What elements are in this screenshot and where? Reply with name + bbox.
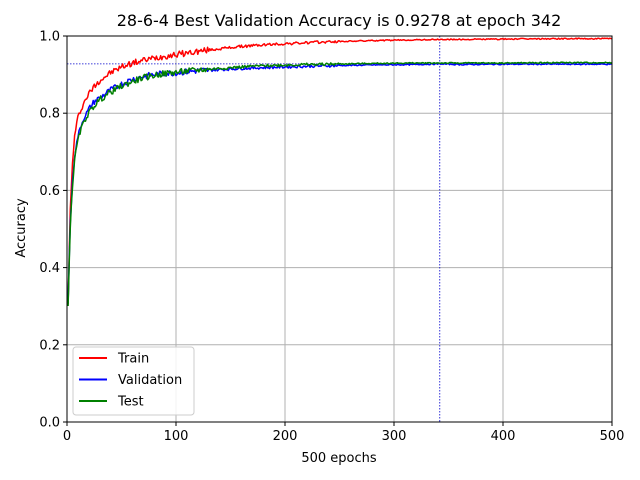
- y-tick-label: 0.8: [39, 107, 60, 122]
- series-lines: [67, 37, 613, 307]
- x-tick-label: 0: [63, 429, 71, 444]
- y-tick-label: 0.0: [39, 416, 60, 431]
- x-tick-label: 500: [600, 429, 625, 444]
- y-tick-label: 0.4: [39, 261, 60, 276]
- axis-ticks: 0 100 200 300 400 500 0.0 0.2 0.4 0.6 0.8 1.0: [39, 30, 624, 445]
- y-tick-label: 1.0: [39, 30, 60, 45]
- legend-label: Validation: [118, 373, 182, 388]
- legend-box: [72, 346, 195, 416]
- grid-lines: [67, 36, 612, 422]
- legend: Train Validation Test: [72, 346, 195, 416]
- y-tick-label: 0.2: [39, 338, 60, 353]
- y-axis-title: Accuracy: [14, 198, 29, 258]
- chart-title: 28-6-4 Best Validation Accuracy is 0.927…: [117, 11, 562, 30]
- plot-area-frame: [66, 35, 613, 423]
- series-line-test: [67, 61, 613, 307]
- legend-label: Test: [117, 395, 144, 410]
- x-tick-label: 300: [382, 429, 407, 444]
- x-tick-label: 400: [491, 429, 516, 444]
- legend-label: Train: [117, 352, 149, 367]
- series-line-train: [67, 37, 613, 305]
- y-tick-label: 0.6: [39, 184, 60, 199]
- x-tick-label: 200: [273, 429, 298, 444]
- x-tick-label: 100: [164, 429, 189, 444]
- x-axis-title: 500 epochs: [301, 451, 377, 466]
